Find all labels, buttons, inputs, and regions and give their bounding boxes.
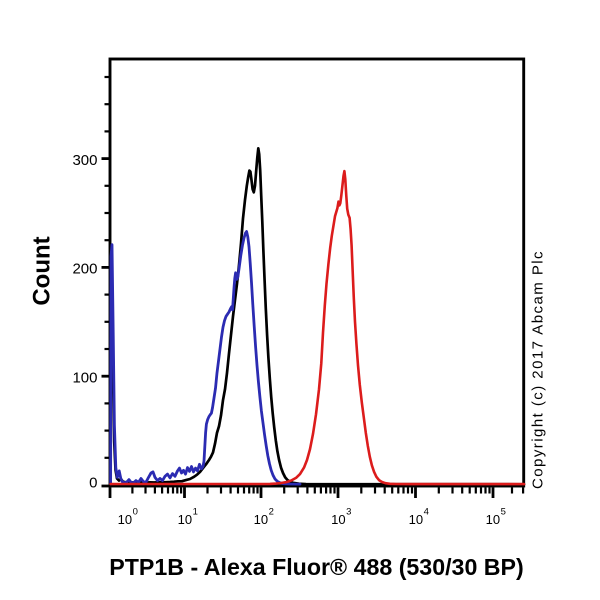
- svg-text:Copyright (c) 2017 Abcam Plc: Copyright (c) 2017 Abcam Plc: [530, 250, 547, 489]
- svg-text:10: 10: [178, 512, 192, 527]
- svg-text:200: 200: [72, 261, 97, 278]
- svg-text:10: 10: [118, 512, 132, 527]
- svg-text:0: 0: [133, 507, 138, 518]
- svg-text:1: 1: [193, 507, 198, 518]
- svg-text:4: 4: [424, 507, 429, 518]
- svg-text:2: 2: [269, 507, 274, 518]
- svg-text:10: 10: [331, 512, 345, 527]
- svg-text:10: 10: [409, 512, 423, 527]
- svg-text:5: 5: [501, 507, 506, 518]
- svg-text:100: 100: [72, 370, 97, 387]
- svg-text:3: 3: [346, 507, 351, 518]
- svg-text:0: 0: [89, 474, 97, 491]
- svg-text:300: 300: [72, 152, 97, 169]
- svg-text:PTP1B - Alexa Fluor® 488 (530/: PTP1B - Alexa Fluor® 488 (530/30 BP): [109, 554, 523, 580]
- svg-text:10: 10: [486, 512, 500, 527]
- svg-text:10: 10: [254, 512, 268, 527]
- svg-text:Count: Count: [29, 236, 56, 305]
